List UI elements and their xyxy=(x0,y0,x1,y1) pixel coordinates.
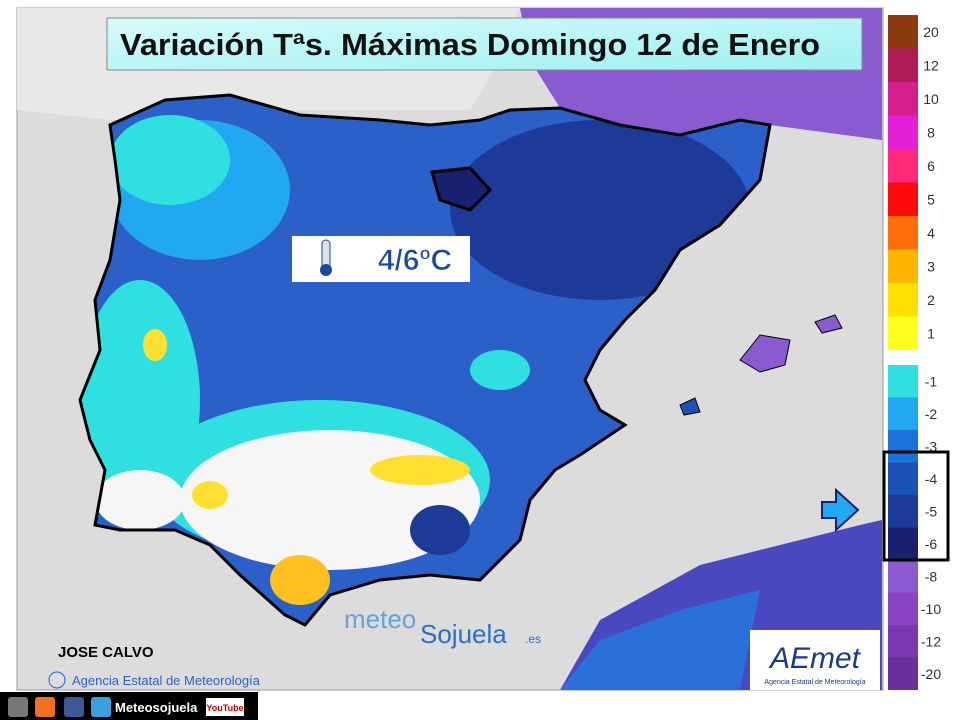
legend-label: -5 xyxy=(925,503,938,519)
logo-subtitle: Agencia Estatal de Meteorología xyxy=(764,679,865,686)
author: JOSE CALVO xyxy=(58,644,154,661)
legend-swatch xyxy=(888,182,918,216)
watermark-part3: .es xyxy=(525,632,541,646)
legend-swatch xyxy=(888,560,918,593)
twitter-icon[interactable] xyxy=(91,697,111,717)
copyright-icon xyxy=(48,671,66,689)
legend-swatch xyxy=(888,283,918,317)
map xyxy=(16,7,884,691)
legend-swatch xyxy=(888,115,918,149)
ibiza xyxy=(679,397,701,416)
instagram-icon[interactable] xyxy=(8,697,28,717)
blogger-icon[interactable] xyxy=(35,697,55,717)
coastline xyxy=(78,93,772,627)
legend-swatch xyxy=(888,592,918,625)
legend-label: 12 xyxy=(923,57,939,73)
legend-swatch xyxy=(888,15,918,49)
arrow xyxy=(821,487,860,533)
legend-label: -6 xyxy=(925,536,938,552)
legend-swatch xyxy=(888,365,918,398)
legend-swatch xyxy=(888,527,918,560)
legend-swatch xyxy=(888,316,918,350)
legend-label: -20 xyxy=(921,666,941,682)
menorca xyxy=(814,314,843,334)
facebook-icon[interactable] xyxy=(64,697,84,717)
legend-label: -1 xyxy=(925,373,938,389)
legend-swatch xyxy=(888,149,918,183)
logo-name: AEmet xyxy=(768,642,862,675)
title: Variación Tªs. Máximas Domingo 12 de Ene… xyxy=(120,27,820,62)
legend-label: 8 xyxy=(927,124,935,140)
legend-label: 6 xyxy=(927,158,935,174)
legend-label: 5 xyxy=(927,191,935,207)
legend-label: -2 xyxy=(925,406,938,422)
legend-label: -10 xyxy=(921,601,941,617)
legend-label: 1 xyxy=(927,325,935,341)
legend-swatch xyxy=(888,657,918,690)
legend-label: 20 xyxy=(923,24,939,40)
legend-swatch xyxy=(888,216,918,250)
watermark-part2: Sojuela xyxy=(420,619,507,649)
legend-swatch xyxy=(888,249,918,283)
legend: 20 12 10 8 6 5 4 3 2 1 -1 -2 -3 -4 -5 -6 -8 -10 -12 -20 xyxy=(888,15,941,690)
youtube-box[interactable] xyxy=(206,698,244,716)
watermark-part1: meteo xyxy=(344,604,416,634)
footer-video[interactable]: YouTube xyxy=(206,703,243,713)
legend-label: 10 xyxy=(923,91,939,107)
legend-swatch xyxy=(888,48,918,82)
legend-label: -8 xyxy=(925,568,938,584)
legend-label: -12 xyxy=(921,633,941,649)
highlight-box xyxy=(882,450,950,562)
credit: Agencia Estatal de Meteorología xyxy=(72,673,261,688)
la-rioja xyxy=(430,166,493,212)
legend-label: -4 xyxy=(925,471,938,487)
legend-label: 3 xyxy=(927,258,935,274)
legend-swatch xyxy=(888,397,918,430)
thermometer-bulb xyxy=(320,264,332,276)
legend-label: 4 xyxy=(927,225,935,241)
footer-site[interactable]: Meteosojuela xyxy=(115,700,198,715)
legend-swatch xyxy=(888,495,918,528)
legend-swatch xyxy=(888,462,918,495)
legend-label: -3 xyxy=(925,438,938,454)
annotation: 4/6ºC xyxy=(378,244,452,277)
title-box xyxy=(106,17,863,71)
legend-swatch xyxy=(888,430,918,463)
legend-swatch xyxy=(888,625,918,658)
legend-label: 2 xyxy=(927,292,935,308)
legend-swatch xyxy=(888,82,918,116)
africa-coast xyxy=(560,590,760,690)
mallorca xyxy=(739,334,791,373)
logo-box xyxy=(750,630,880,690)
